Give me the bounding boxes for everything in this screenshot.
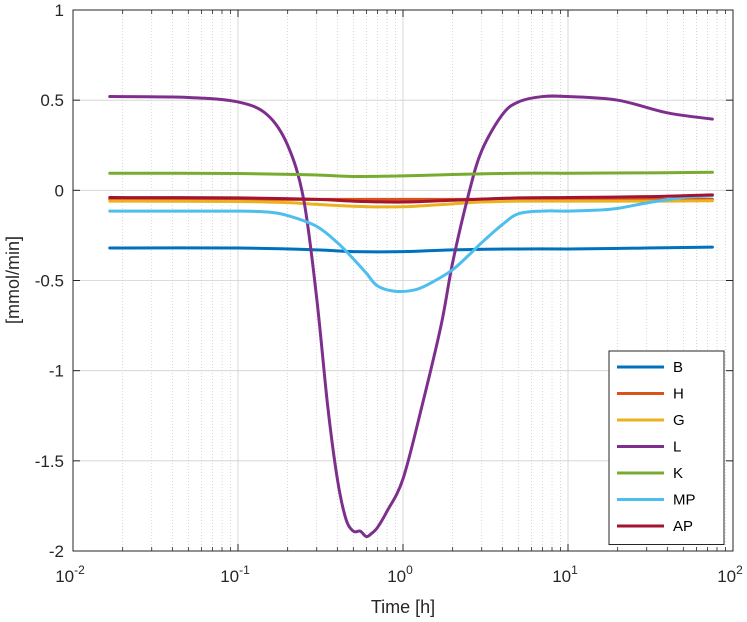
data-lines	[108, 94, 714, 539]
series-line-g	[108, 199, 714, 209]
x-tick-label: 10-1	[220, 563, 250, 586]
legend-label-l: L	[673, 439, 681, 456]
x-tick-label: 101	[552, 563, 578, 586]
legend-label-h: H	[673, 386, 684, 403]
x-tick-label: 102	[717, 563, 743, 586]
legend-label-g: G	[673, 412, 685, 429]
y-tick-label: 0	[55, 181, 64, 200]
y-tick-label: -1	[49, 362, 64, 381]
series-line-mp	[108, 194, 714, 294]
x-tick-label: 10-2	[55, 563, 85, 586]
y-tick-label: -2	[49, 542, 64, 561]
legend-label-k: K	[673, 465, 683, 482]
series-line-k	[108, 170, 714, 178]
legend-label-b: B	[673, 359, 683, 376]
y-tick-label: 0.5	[40, 91, 64, 110]
x-axis-label: Time [h]	[371, 597, 435, 617]
x-tick-labels: 10-2 10-1 100 101 102	[55, 563, 743, 586]
y-tick-labels: 1 0.5 0 -0.5 -1 -1.5 -2	[35, 1, 64, 561]
legend-label-mp: MP	[673, 492, 696, 509]
y-tick-label: -0.5	[35, 272, 64, 291]
series-line-l	[108, 94, 714, 539]
series-line-ap	[108, 193, 714, 204]
y-axis-label: [mmol/min]	[3, 236, 23, 324]
series-line-b	[108, 245, 714, 254]
y-tick-label: 1	[55, 1, 64, 20]
y-tick-label: -1.5	[35, 452, 64, 471]
x-tick-label: 100	[387, 563, 413, 586]
legend-label-ap: AP	[673, 518, 693, 535]
axis-ticks	[72, 9, 734, 552]
